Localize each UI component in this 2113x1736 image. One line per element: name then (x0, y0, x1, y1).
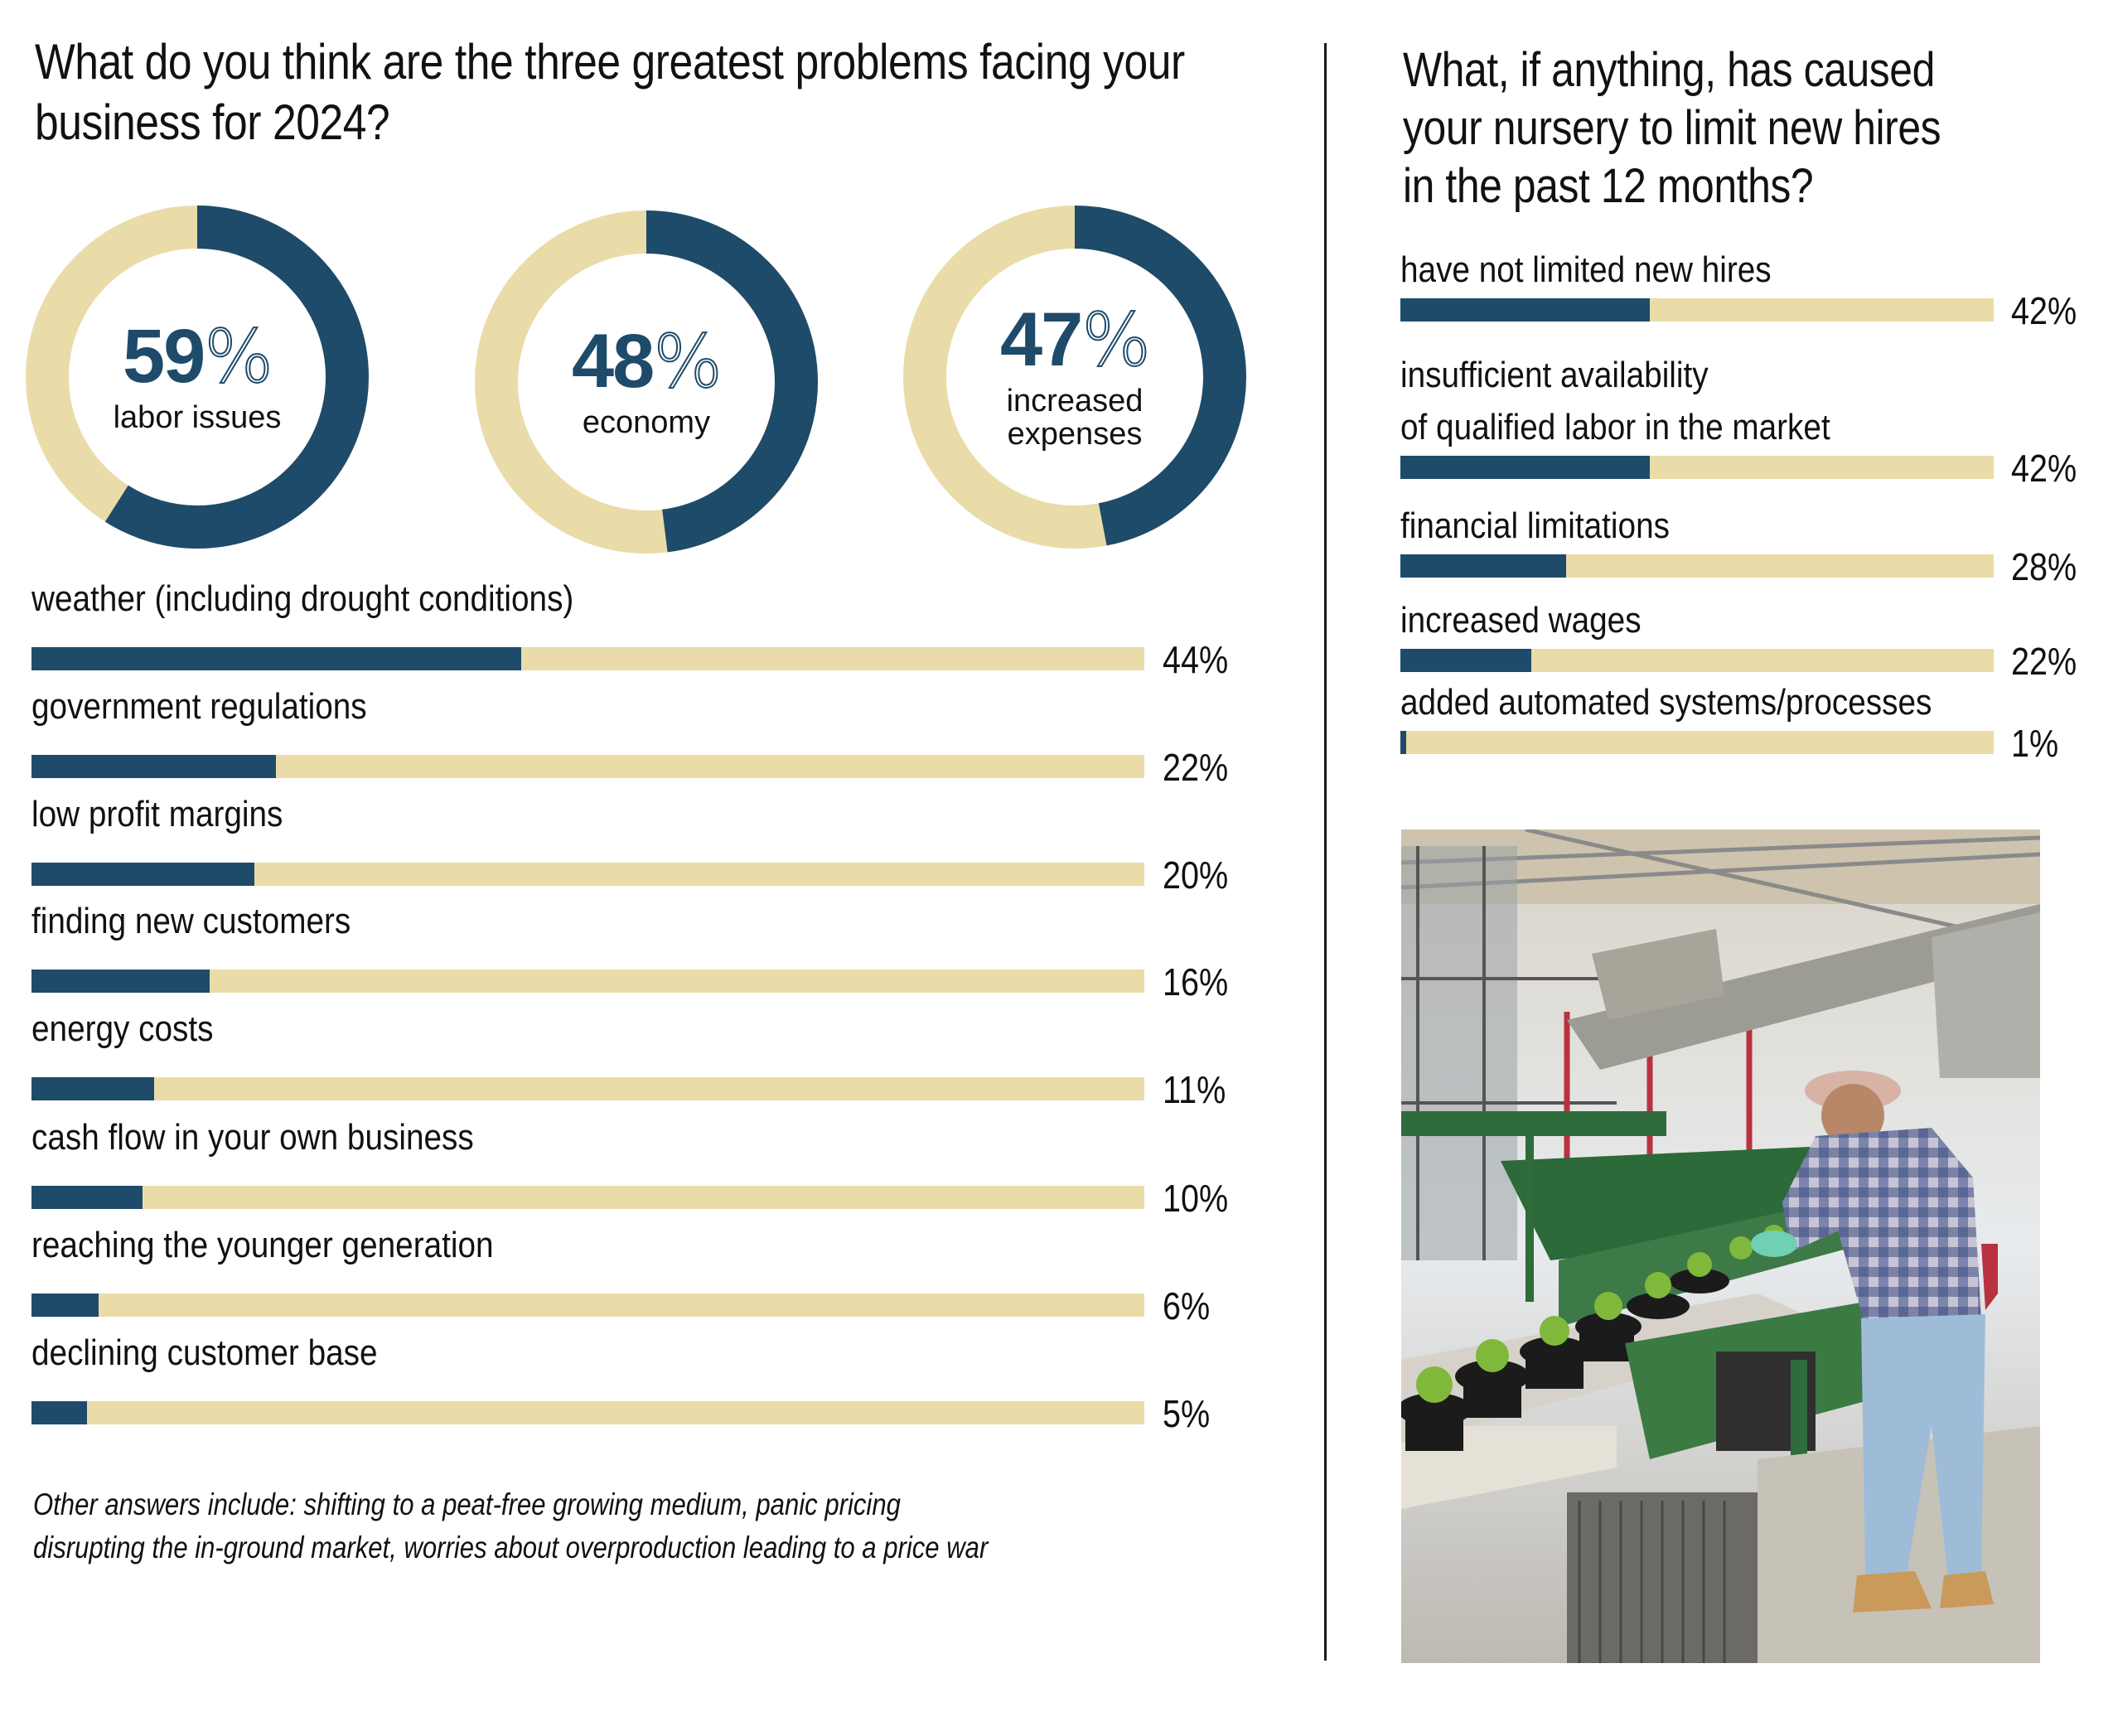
bar-category-label: cash flow in your own business (31, 1117, 474, 1158)
bar-category-label: finding new customers (31, 901, 351, 941)
donut-chart-2: 48% economy (472, 208, 820, 556)
donut-center-text: 59% labor issues (23, 203, 371, 551)
donut-category-label: increased (1006, 383, 1144, 418)
bar-value-label: 42% (2011, 447, 2077, 490)
bar-fill (1400, 456, 1650, 479)
right-title-line-2: your nursery to limit new hires (1403, 101, 1941, 155)
bar-category-label: have not limited new hires (1400, 249, 1772, 290)
bar-track (1400, 554, 1994, 578)
bar-value-label: 10% (1163, 1177, 1229, 1220)
bar-value-label: 22% (2011, 640, 2077, 683)
donut-svg (475, 210, 818, 554)
donut-center-text: 47% increased expenses (901, 203, 1249, 551)
bar-value-label: 11% (1163, 1068, 1226, 1111)
bar-track (31, 755, 1144, 778)
donut-chart-1: 59% labor issues (23, 203, 371, 551)
bar-category-label: weather (including drought conditions) (31, 578, 574, 619)
donut-chart-3: 47% increased expenses (901, 203, 1249, 551)
bar-value-label: 22% (1163, 746, 1229, 789)
donut-value-arc (26, 206, 369, 549)
percent-sign: % (203, 313, 274, 399)
bar-value-label: 16% (1163, 960, 1229, 1003)
bar-category-label: low profit margins (31, 794, 283, 834)
bar-category-label: increased wages (1400, 600, 1642, 641)
bar-fill (31, 1401, 88, 1424)
bar-category-label: of qualified labor in the market (1400, 407, 1830, 447)
bar-value-label: 44% (1163, 638, 1229, 681)
bar-fill (31, 863, 254, 886)
bar-fill (31, 970, 210, 993)
bar-fill (1400, 731, 1407, 754)
bar-track (31, 1077, 1144, 1100)
bar-track (1400, 649, 1994, 672)
donut-svg (26, 206, 369, 549)
bar-category-label: insufficient availability (1400, 355, 1709, 395)
donut-value-arc (475, 210, 818, 554)
bar-track (1400, 731, 1994, 754)
bar-fill (31, 1294, 99, 1317)
bar-value-label: 1% (2011, 722, 2059, 765)
bar-fill (31, 647, 521, 670)
bar-value-label: 28% (2011, 545, 2077, 588)
bar-track (31, 647, 1144, 670)
bar-track (31, 1294, 1144, 1317)
percent-sign: % (652, 318, 723, 404)
bar-value-label: 42% (2011, 289, 2077, 332)
donut-percent-value: 47% (1000, 301, 1152, 379)
donut-category-label: economy (582, 404, 711, 440)
bar-category-label: government regulations (31, 686, 367, 727)
bar-fill (1400, 298, 1650, 322)
footnote-other-answers: Other answers include: shifting to a pea… (33, 1483, 1286, 1569)
column-divider (1324, 43, 1327, 1661)
right-question-title: What, if anything, has caused your nurse… (1403, 41, 1941, 215)
donut-percent-value: 59% (123, 317, 274, 395)
photo-icon (1401, 829, 2040, 1663)
bar-fill (1400, 649, 1531, 672)
footnote-line-1: Other answers include: shifting to a pea… (33, 1487, 901, 1521)
bar-track (31, 970, 1144, 993)
bar-category-label: added automated systems/processes (1400, 682, 1932, 723)
percent-sign: % (1081, 297, 1152, 383)
right-title-line-1: What, if anything, has caused (1403, 43, 1935, 97)
bar-fill (31, 1077, 154, 1100)
bar-fill (31, 755, 277, 778)
bar-category-label: energy costs (31, 1008, 214, 1049)
donut-number: 59 (123, 313, 205, 399)
right-title-line-3: in the past 12 months? (1403, 159, 1814, 213)
footnote-line-2: disrupting the in-ground market, worries… (33, 1530, 989, 1564)
left-title-line-2: business for 2024? (35, 94, 390, 150)
donut-category-label: labor issues (113, 399, 282, 435)
bar-category-label: financial limitations (1400, 505, 1670, 546)
bar-track (31, 1186, 1144, 1209)
bar-value-label: 6% (1163, 1284, 1211, 1327)
bar-track (1400, 298, 1994, 322)
left-title-line-1: What do you think are the three greatest… (35, 34, 1185, 89)
donut-center-text: 48% economy (472, 208, 820, 556)
donut-number: 48 (572, 318, 655, 404)
donut-svg (903, 206, 1246, 549)
bar-category-label: declining customer base (31, 1332, 378, 1373)
bar-value-label: 20% (1163, 853, 1229, 897)
bar-fill (31, 1186, 143, 1209)
bar-track (31, 863, 1144, 886)
bar-value-label: 5% (1163, 1392, 1211, 1435)
left-question-title: What do you think are the three greatest… (35, 31, 1246, 152)
donut-category-label: expenses (1007, 416, 1143, 452)
greenhouse-worker-photo (1401, 829, 2040, 1663)
donut-value-arc (903, 206, 1246, 549)
bar-track (1400, 456, 1994, 479)
bar-fill (1400, 554, 1567, 578)
bar-category-label: reaching the younger generation (31, 1225, 494, 1265)
donut-percent-value: 48% (572, 322, 723, 400)
bar-track (31, 1401, 1144, 1424)
donut-number: 47 (1000, 297, 1083, 382)
